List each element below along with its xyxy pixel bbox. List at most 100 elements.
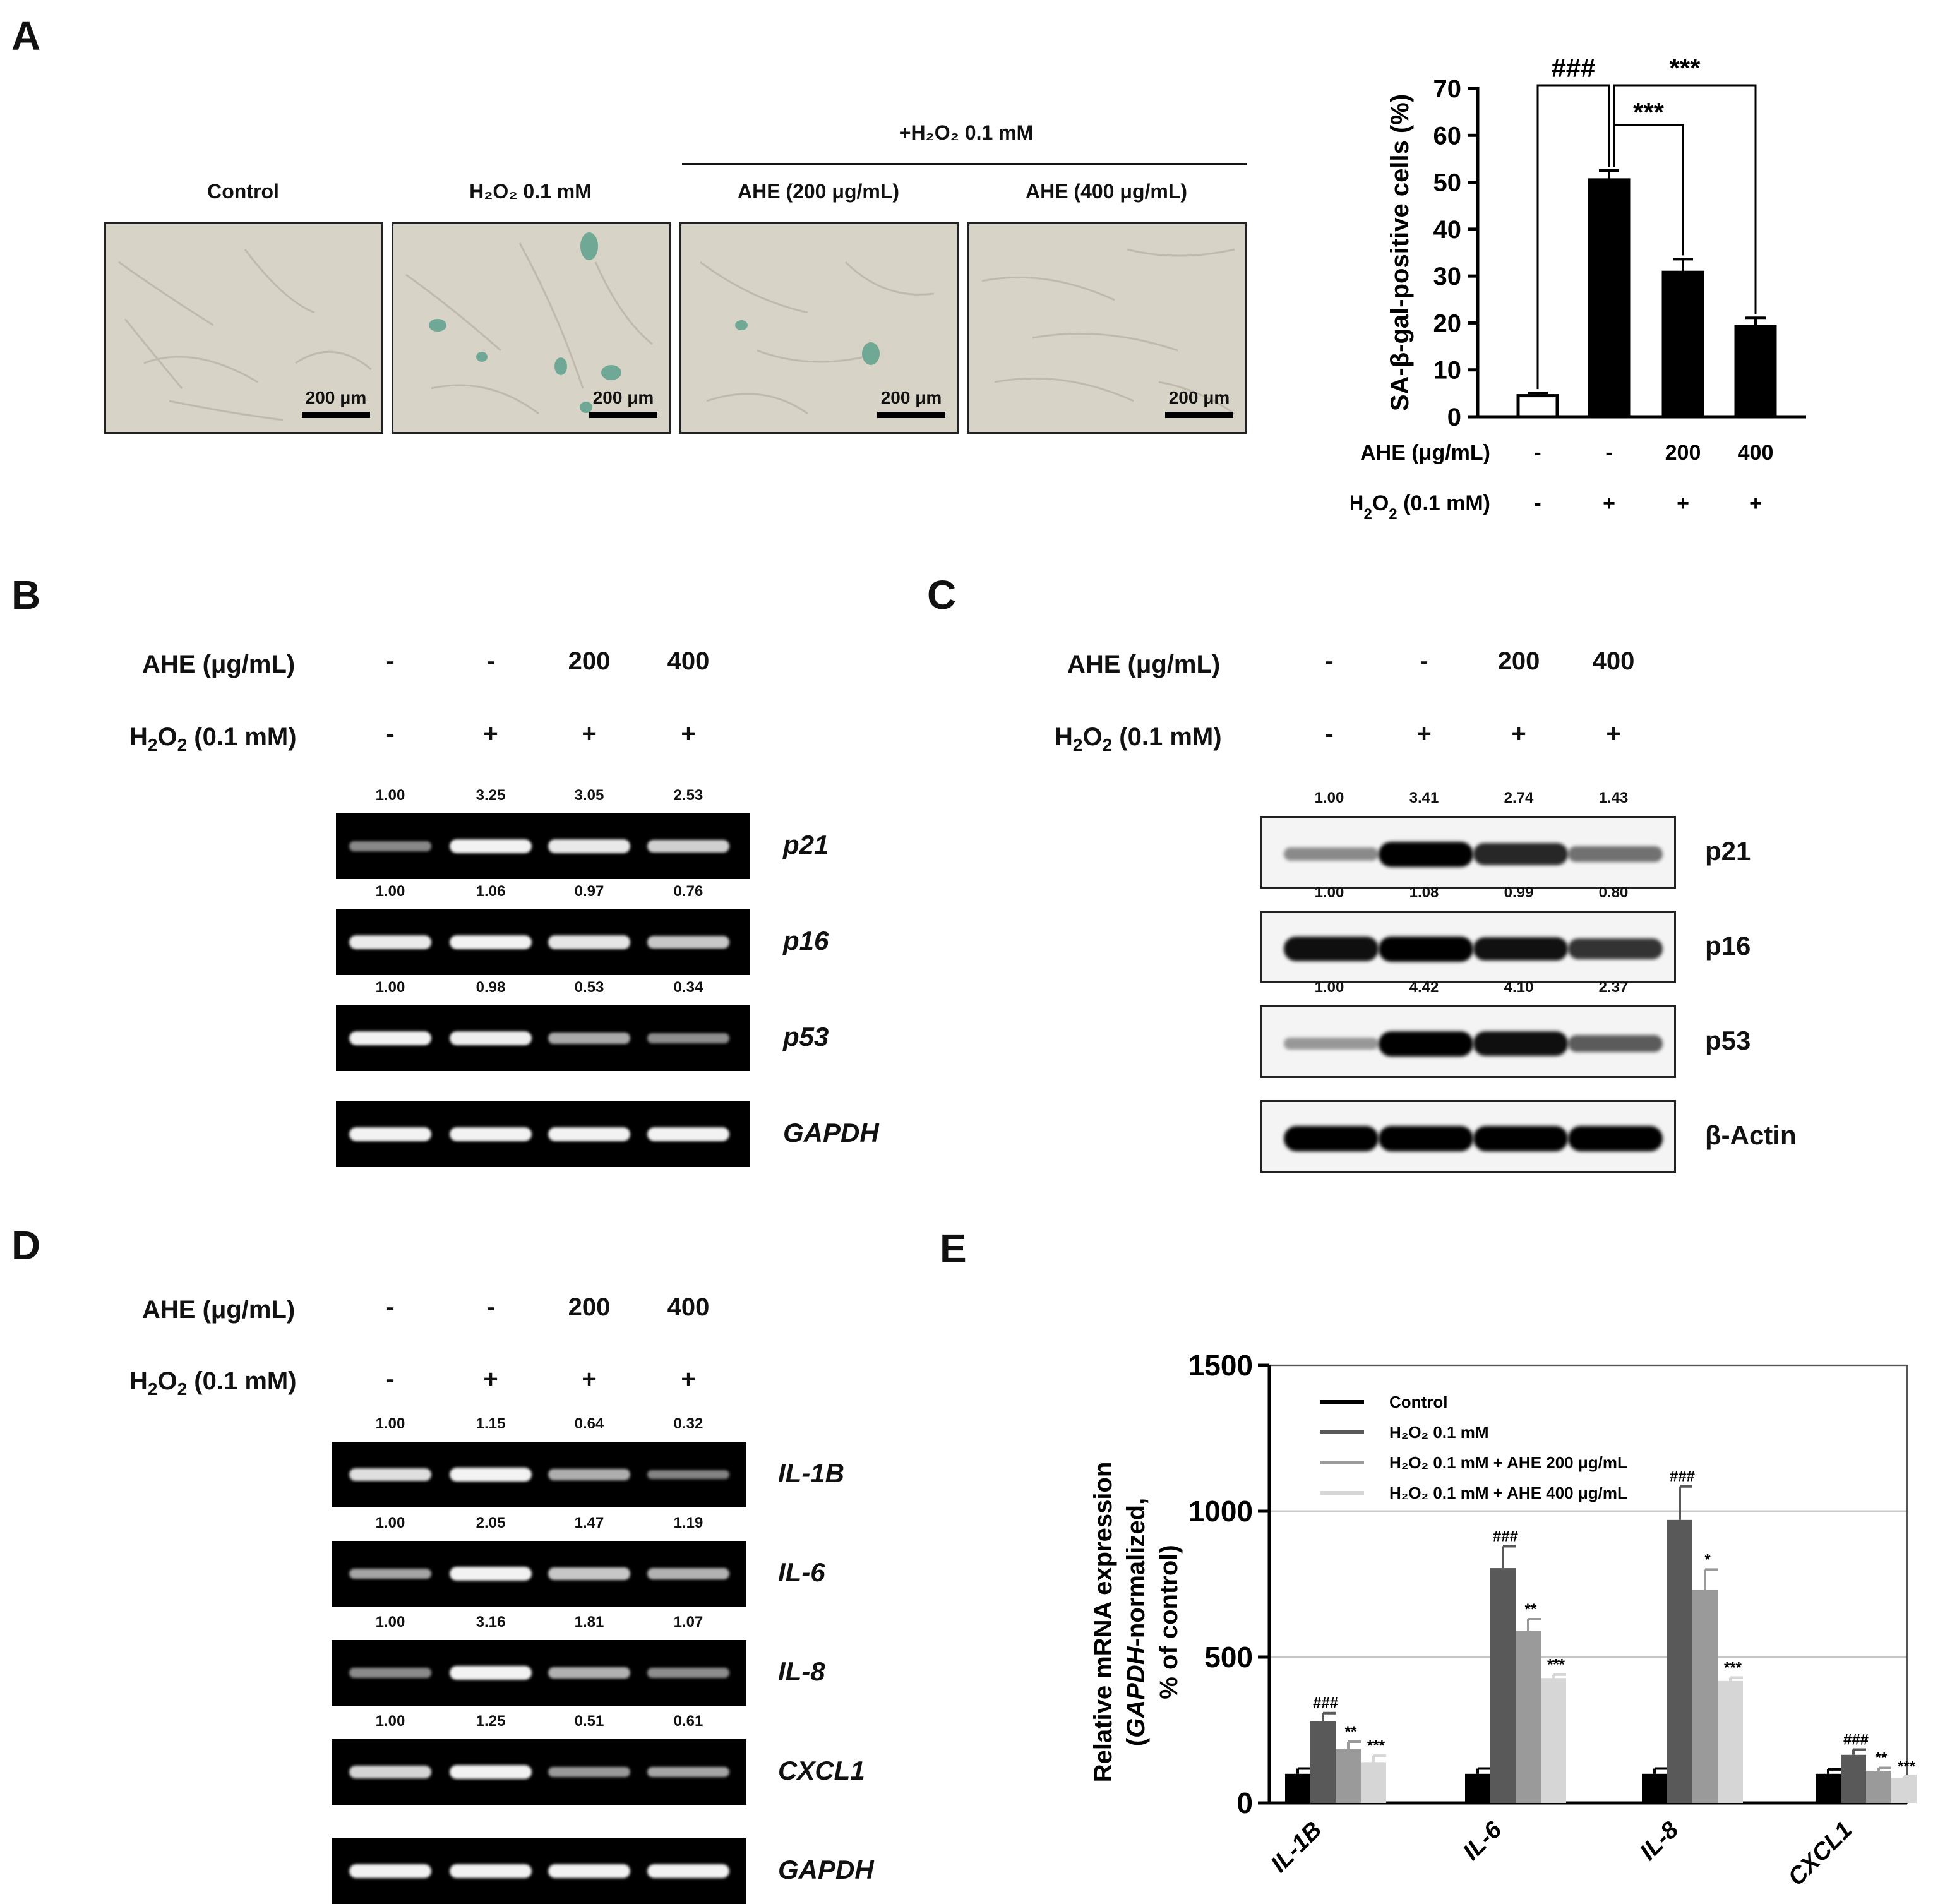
treatment-header: +H₂O₂ 0.1 mM (899, 121, 1034, 144)
ahe-dose-value: - (1534, 441, 1541, 465)
bar (1588, 178, 1631, 419)
gel-strip-0 (332, 1442, 746, 1507)
panel-label-d: D (11, 1223, 41, 1268)
ahe-dose-value: 200 (568, 1293, 611, 1321)
bar (1866, 1771, 1891, 1803)
h2o2-row-label: H2O2 (0.1 mM) (1055, 723, 1222, 755)
bar (1516, 1631, 1541, 1803)
densitometry-value: 1.00 (375, 1614, 405, 1631)
mrna-expression-chart: 0 500 1000 1500 Relative mRNA expression (GAP… (1089, 1349, 1917, 1891)
y-tick-label: 20 (1433, 309, 1462, 337)
y-axis-label: SA-β-gal-positive cells (%) (1386, 94, 1414, 411)
significance-bracket (1613, 84, 1757, 314)
marker-label: IL-8 (778, 1656, 825, 1686)
plot-frame (1269, 1365, 1908, 1804)
significance-label: *** (1547, 1656, 1565, 1673)
y-tick-label: 50 (1433, 169, 1462, 197)
band (1473, 1031, 1568, 1056)
y-tick-label: 0 (1447, 404, 1461, 431)
bar (1516, 394, 1559, 419)
panel-label-a: A (11, 13, 41, 59)
densitometry-value: 1.07 (673, 1614, 703, 1631)
legend-entry: H₂O₂ 0.1 mM (1389, 1423, 1488, 1442)
band (647, 840, 729, 853)
significance-label: *** (1669, 53, 1701, 83)
ahe-dose-value: - (386, 1293, 395, 1321)
marker-label: p21 (1705, 835, 1751, 866)
ahe-dose-value: 200 (1497, 647, 1540, 675)
bar (1465, 1773, 1490, 1803)
band (647, 1470, 729, 1480)
densitometry-value: 3.41 (1409, 789, 1439, 806)
scale-bar-label: 200 μm (305, 388, 367, 407)
band (349, 1031, 431, 1045)
bar (1661, 270, 1704, 419)
significance-label: *** (1898, 1758, 1916, 1775)
densitometry-value: 4.42 (1409, 979, 1439, 996)
marker-label: CXCL1 (778, 1756, 865, 1785)
marker-label: p16 (1705, 930, 1751, 961)
scale-bar (589, 412, 657, 418)
band (548, 1469, 630, 1480)
band (450, 1864, 532, 1878)
band (450, 839, 532, 853)
gel-strip-2 (336, 1005, 750, 1071)
gel-strip-0 (336, 813, 750, 879)
sa-beta-gal-chart: 0 10 20 30 40 50 60 70 SA-β-gal-positive cells (… (1351, 53, 1806, 523)
h2o2-value: + (1749, 491, 1762, 515)
marker-label: p53 (783, 1022, 829, 1051)
scale-bar (302, 412, 370, 418)
x-tick-label: IL-8 (1635, 1816, 1684, 1865)
bar (1541, 1678, 1566, 1803)
band (647, 936, 729, 949)
y-tick-label: 1500 (1188, 1349, 1253, 1382)
gel-strip-3 (332, 1739, 746, 1805)
band (1284, 1125, 1379, 1151)
densitometry-value: 1.00 (1314, 884, 1344, 901)
band (1379, 1125, 1473, 1151)
significance-label: ### (1670, 1468, 1695, 1485)
band (349, 1766, 431, 1778)
densitometry-value: 1.00 (375, 1514, 405, 1531)
h2o2-value: + (1416, 720, 1432, 748)
ahe-row-label: AHE (μg/mL) (1067, 650, 1221, 678)
band (1568, 938, 1663, 960)
band (647, 1766, 729, 1778)
significance-label: ** (1525, 1601, 1537, 1618)
y-tick-label: 10 (1433, 357, 1462, 385)
marker-label: GAPDH (783, 1118, 879, 1147)
h2o2-value: - (386, 720, 395, 748)
h2o2-value: - (1325, 720, 1334, 748)
scale-bar (877, 412, 945, 418)
densitometry-value: 1.00 (375, 1713, 405, 1730)
gel-strip-2 (332, 1640, 746, 1706)
marker-label: p16 (783, 926, 829, 955)
significance-label: * (1704, 1551, 1711, 1568)
densitometry-value: 0.34 (673, 979, 703, 996)
y-tick-label: 70 (1433, 75, 1462, 103)
h2o2-row-label: H2O2 (0.1 mM) (129, 723, 297, 755)
blot-strip-2 (1260, 1005, 1676, 1078)
h2o2-value: + (582, 720, 597, 748)
densitometry-value: 2.74 (1504, 789, 1534, 806)
micrograph-label-h2o2: H₂O₂ 0.1 mM (469, 180, 592, 203)
h2o2-value: - (1534, 491, 1541, 515)
ahe-dose-value: 400 (667, 1293, 710, 1321)
densitometry-value: 1.00 (375, 1415, 405, 1432)
h2o2-value: + (1677, 491, 1689, 515)
densitometry-value: 1.00 (1314, 789, 1344, 806)
bar (1285, 1773, 1310, 1803)
ahe-row-label: AHE (μg/mL) (142, 1296, 296, 1324)
band (548, 1667, 630, 1679)
y-tick-label: 1000 (1188, 1495, 1253, 1528)
marker-label: p53 (1705, 1025, 1751, 1055)
bar (1310, 1721, 1336, 1803)
densitometry-value: 2.37 (1598, 979, 1629, 996)
x-tick-label: CXCL1 (1783, 1817, 1858, 1891)
h2o2-value: + (1511, 720, 1526, 748)
treatment-header-line (682, 163, 1247, 165)
densitometry-value: 0.98 (476, 979, 506, 996)
band (647, 1864, 729, 1878)
y-tick-label: 500 (1204, 1641, 1253, 1673)
band (450, 1765, 532, 1779)
